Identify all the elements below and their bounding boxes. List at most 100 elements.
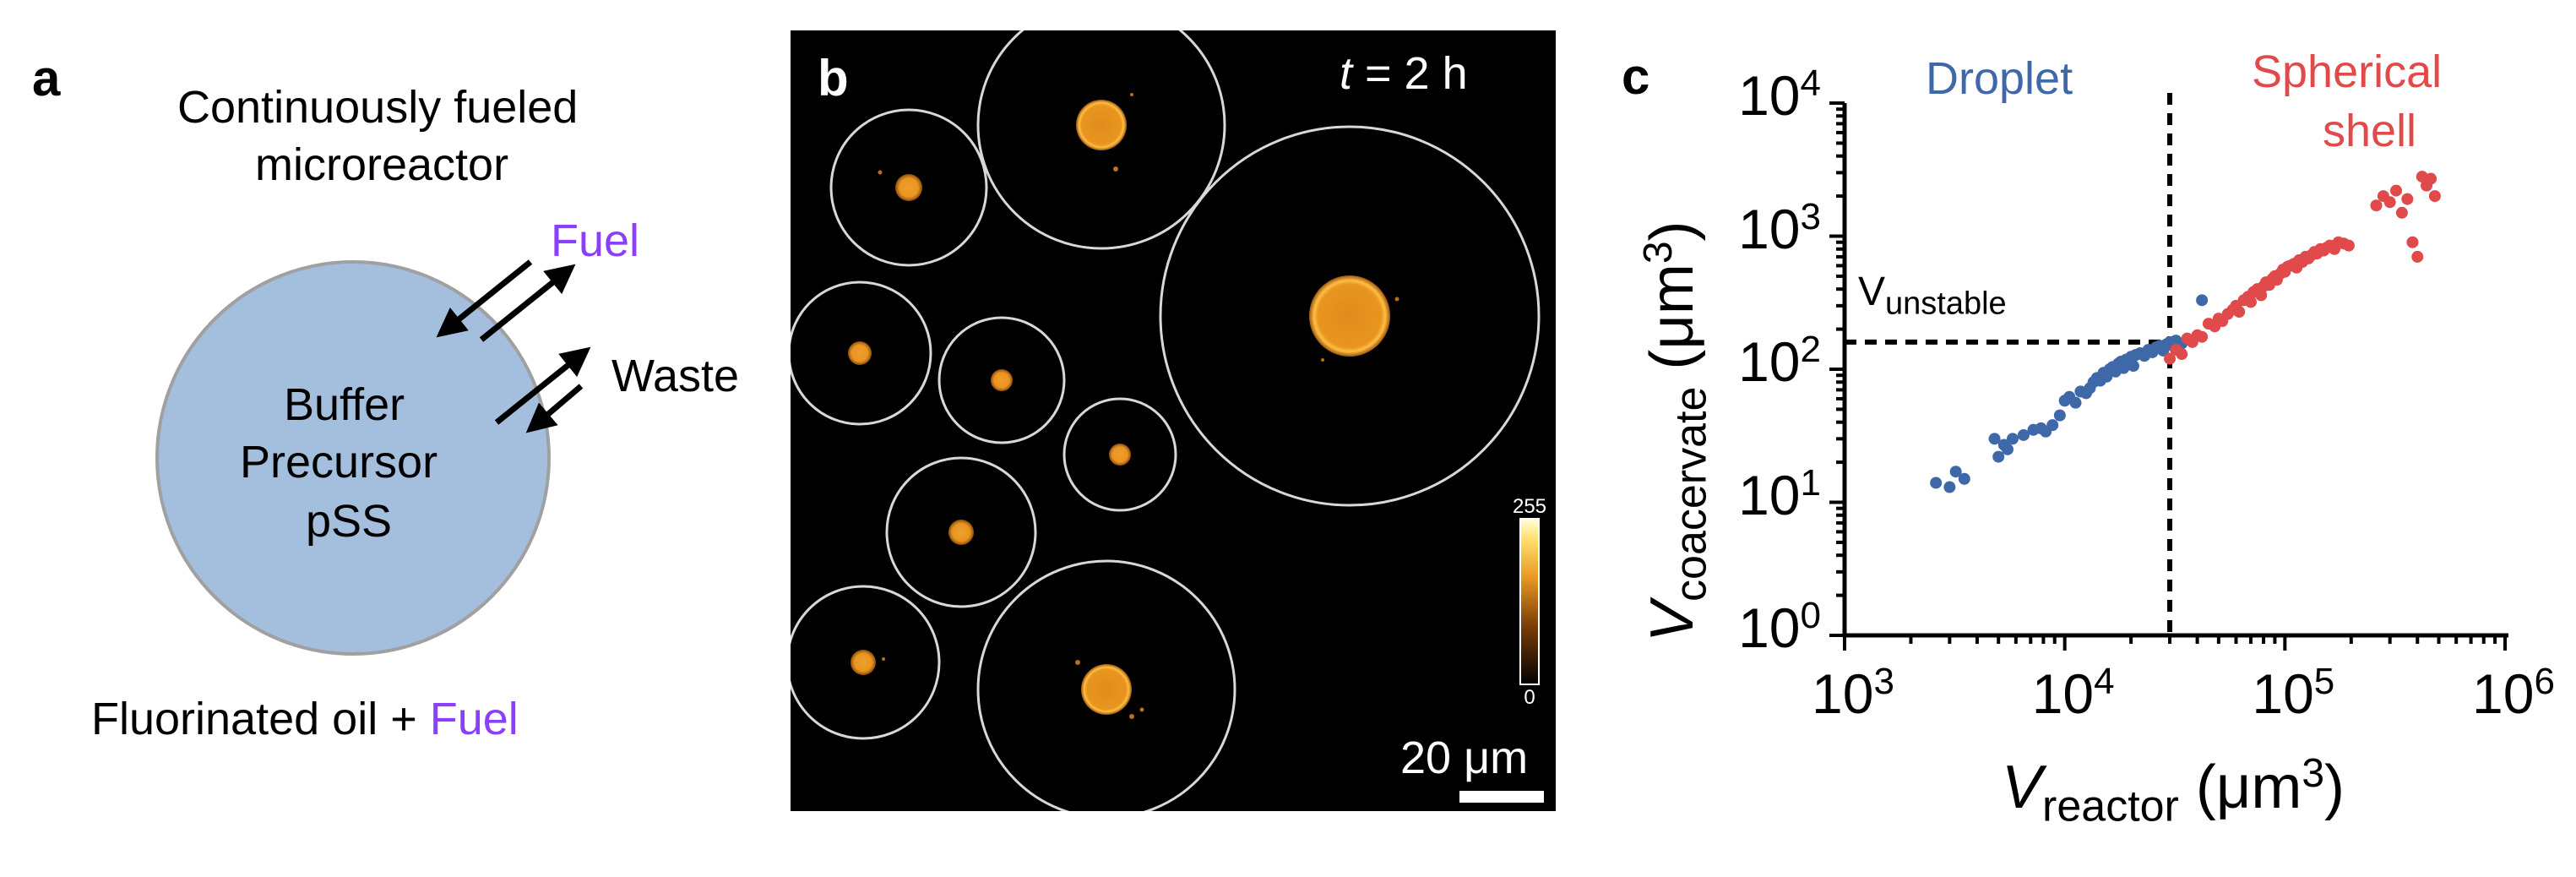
shell-point xyxy=(2401,193,2414,205)
panel-letter-b: b xyxy=(818,50,849,106)
fuel-label: Fuel xyxy=(551,215,640,266)
shell-point xyxy=(2176,348,2188,361)
y-tick-label: 100 xyxy=(1738,595,1821,659)
droplet-point xyxy=(2196,294,2209,307)
coacervate xyxy=(1081,664,1132,715)
time-value: = 2 h xyxy=(1352,48,1468,99)
droplet-point xyxy=(2127,360,2139,373)
micrograph-image xyxy=(791,30,1544,811)
reactor-outline xyxy=(976,559,1236,811)
shell-point xyxy=(2255,289,2268,302)
speck xyxy=(1075,660,1080,665)
shell-point xyxy=(2406,236,2419,248)
coacervate xyxy=(1309,275,1390,357)
speck xyxy=(1113,166,1118,172)
y-tick-label: 101 xyxy=(1738,461,1821,526)
speck xyxy=(882,657,885,661)
x-tick-label: 103 xyxy=(1812,661,1894,725)
panel-letter-c: c xyxy=(1622,48,1650,105)
waste-out-arrow xyxy=(494,346,591,425)
reactor-outline xyxy=(937,316,1066,444)
x-axis-label-close: ) xyxy=(2324,754,2345,821)
speck xyxy=(1321,358,1324,362)
unstable-sub: unstable xyxy=(1885,286,2007,322)
y-axis-label-close: ) xyxy=(1639,221,1706,242)
panel-a-title-line2: microreactor xyxy=(255,139,509,190)
shell-point xyxy=(2411,250,2424,263)
shell-point xyxy=(2164,352,2177,365)
x-tick-label: 105 xyxy=(2252,661,2335,725)
shell-point xyxy=(2233,306,2246,319)
panel-a-title-line1: Continuously fueled xyxy=(177,82,579,133)
oil-label: Fluorinated oil + Fuel xyxy=(91,696,519,742)
waste-label: Waste xyxy=(611,351,740,401)
x-tick-label: 106 xyxy=(2472,661,2555,725)
waste-out-arrow-upper xyxy=(479,264,576,342)
colorbar-min-label: 0 xyxy=(1524,686,1535,709)
droplet-point xyxy=(1949,466,1962,478)
speck xyxy=(1394,297,1399,302)
colorbar-max-label: 255 xyxy=(1512,495,1547,518)
shell-point xyxy=(2383,196,2396,209)
panel-letter-a: a xyxy=(32,50,61,106)
droplet-point xyxy=(1988,433,2001,445)
colorbar xyxy=(1519,518,1540,685)
y-axis-label-sub: coacervate xyxy=(1666,386,1716,602)
reactor-outline xyxy=(1062,397,1177,512)
coacervate xyxy=(851,650,876,675)
y-axis-label-unit: (μm xyxy=(1639,264,1706,387)
x-axis-label-unit: (μm xyxy=(2178,754,2302,821)
reactor-droplet xyxy=(155,260,551,656)
time-variable: t xyxy=(1340,48,1353,99)
y-tick-label: 103 xyxy=(1738,195,1821,260)
scalebar xyxy=(1459,791,1544,803)
droplet-label: Droplet xyxy=(1926,53,2073,104)
shell-point xyxy=(2342,239,2355,252)
reactor-outline xyxy=(885,456,1037,608)
fuel-in-arrow-lower xyxy=(525,384,584,433)
reactor-outline xyxy=(791,585,941,740)
droplet-point xyxy=(2046,419,2059,432)
unstable-main: V xyxy=(1858,270,1886,314)
shell-point xyxy=(2370,199,2383,212)
reactor-outline xyxy=(1159,125,1541,507)
y-axis-label: Vcoacervate (μm3) xyxy=(1635,221,1716,642)
droplet-point xyxy=(2053,409,2066,422)
oil-label-text: Fluorinated oil + xyxy=(91,694,430,744)
shell-point xyxy=(2196,330,2209,343)
droplet-point xyxy=(1958,472,1970,485)
unstable-volume-label: Vunstable xyxy=(1858,269,2007,323)
reactor-diagram xyxy=(155,259,591,656)
coacervate xyxy=(1109,444,1131,466)
shell-label-line1: Spherical xyxy=(2252,46,2443,97)
droplet-point xyxy=(1930,477,1943,489)
reactor-outline xyxy=(791,281,932,426)
x-tick-label: 104 xyxy=(2031,661,2115,725)
y-tick-label: 104 xyxy=(1738,63,1821,127)
content-buffer: Buffer xyxy=(284,379,405,430)
shell-label-line2: shell xyxy=(2323,106,2417,156)
y-axis-label-var: V xyxy=(1639,601,1706,642)
droplet-point xyxy=(2017,428,2030,441)
content-pss: pSS xyxy=(306,496,393,547)
shell-point xyxy=(2395,206,2408,219)
oil-fuel-label: Fuel xyxy=(429,694,519,744)
fuel-in-arrow xyxy=(436,259,533,338)
shell-point xyxy=(2390,184,2403,197)
x-axis-label-var: V xyxy=(2002,754,2043,821)
reactor-outline xyxy=(829,108,988,267)
reactor-outline xyxy=(976,30,1226,250)
droplet-point xyxy=(1943,481,1956,493)
coacervate xyxy=(948,520,974,545)
scalebar-label: 20 μm xyxy=(1400,733,1529,783)
content-precursor: Precursor xyxy=(240,437,438,488)
droplet-point xyxy=(2069,396,2082,409)
micrograph: b t = 2 h 255 0 20 μm xyxy=(791,30,1556,811)
droplet-point xyxy=(1992,450,2005,463)
coacervate xyxy=(991,369,1013,391)
time-label: t = 2 h xyxy=(1340,51,1468,96)
shell-point xyxy=(2428,190,2441,203)
droplet-point xyxy=(2001,443,2014,455)
x-axis-label: Vreactor (μm3) xyxy=(2002,750,2345,831)
